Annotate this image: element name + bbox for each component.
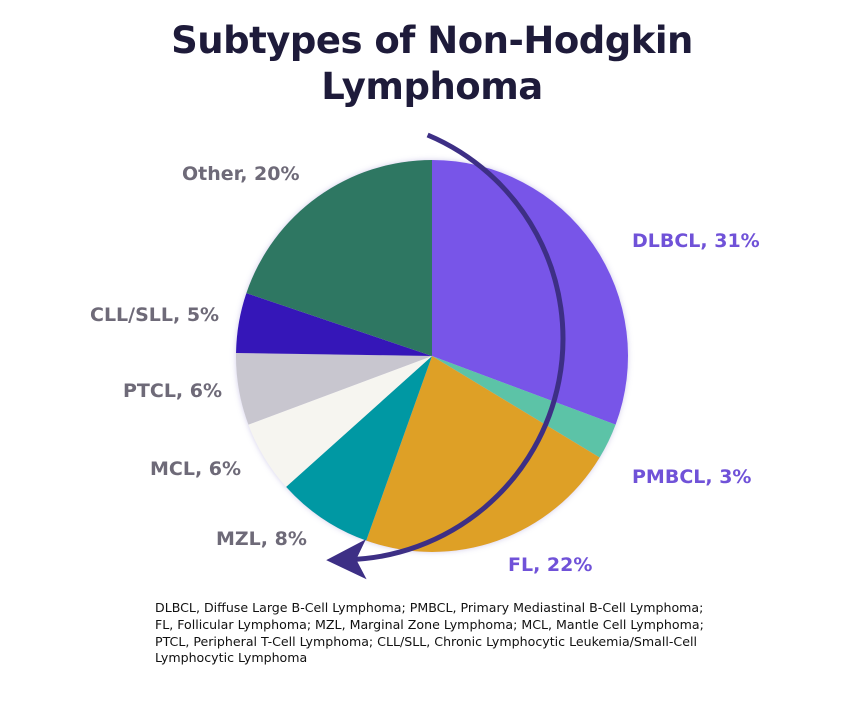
footnote: DLBCL, Diffuse Large B-Cell Lymphoma; PM…: [155, 600, 704, 666]
pie-slices: [235, 160, 628, 553]
pie-slice-cll-sll: [236, 293, 432, 356]
label-mcl: MCL, 6%: [150, 458, 242, 480]
clockwise-arrow-icon: [326, 132, 566, 580]
label-cll-sll: CLL/SLL, 5%: [90, 304, 220, 326]
pie-slice-other: [246, 160, 432, 356]
chart-title: Subtypes of Non-Hodgkin Lymphoma: [0, 18, 864, 110]
label-other: Other, 20%: [182, 163, 300, 185]
label-pmbcl: PMBCL, 3%: [632, 466, 752, 488]
pie-slice-mcl: [248, 356, 432, 487]
label-dlbcl: DLBCL, 31%: [632, 230, 760, 252]
title-line-1: Subtypes of Non-Hodgkin: [171, 19, 693, 62]
pie-slice-pmbcl: [432, 356, 616, 458]
pie-slice-ptcl: [235, 352, 432, 425]
label-fl: FL, 22%: [508, 554, 593, 576]
label-mzl: MZL, 8%: [216, 528, 307, 550]
pie-slice-dlbcl: [432, 160, 628, 425]
label-ptcl: PTCL, 6%: [123, 380, 223, 402]
title-line-2: Lymphoma: [321, 65, 543, 108]
pie-slice-fl: [366, 356, 600, 553]
pie-slice-mzl: [286, 356, 432, 541]
